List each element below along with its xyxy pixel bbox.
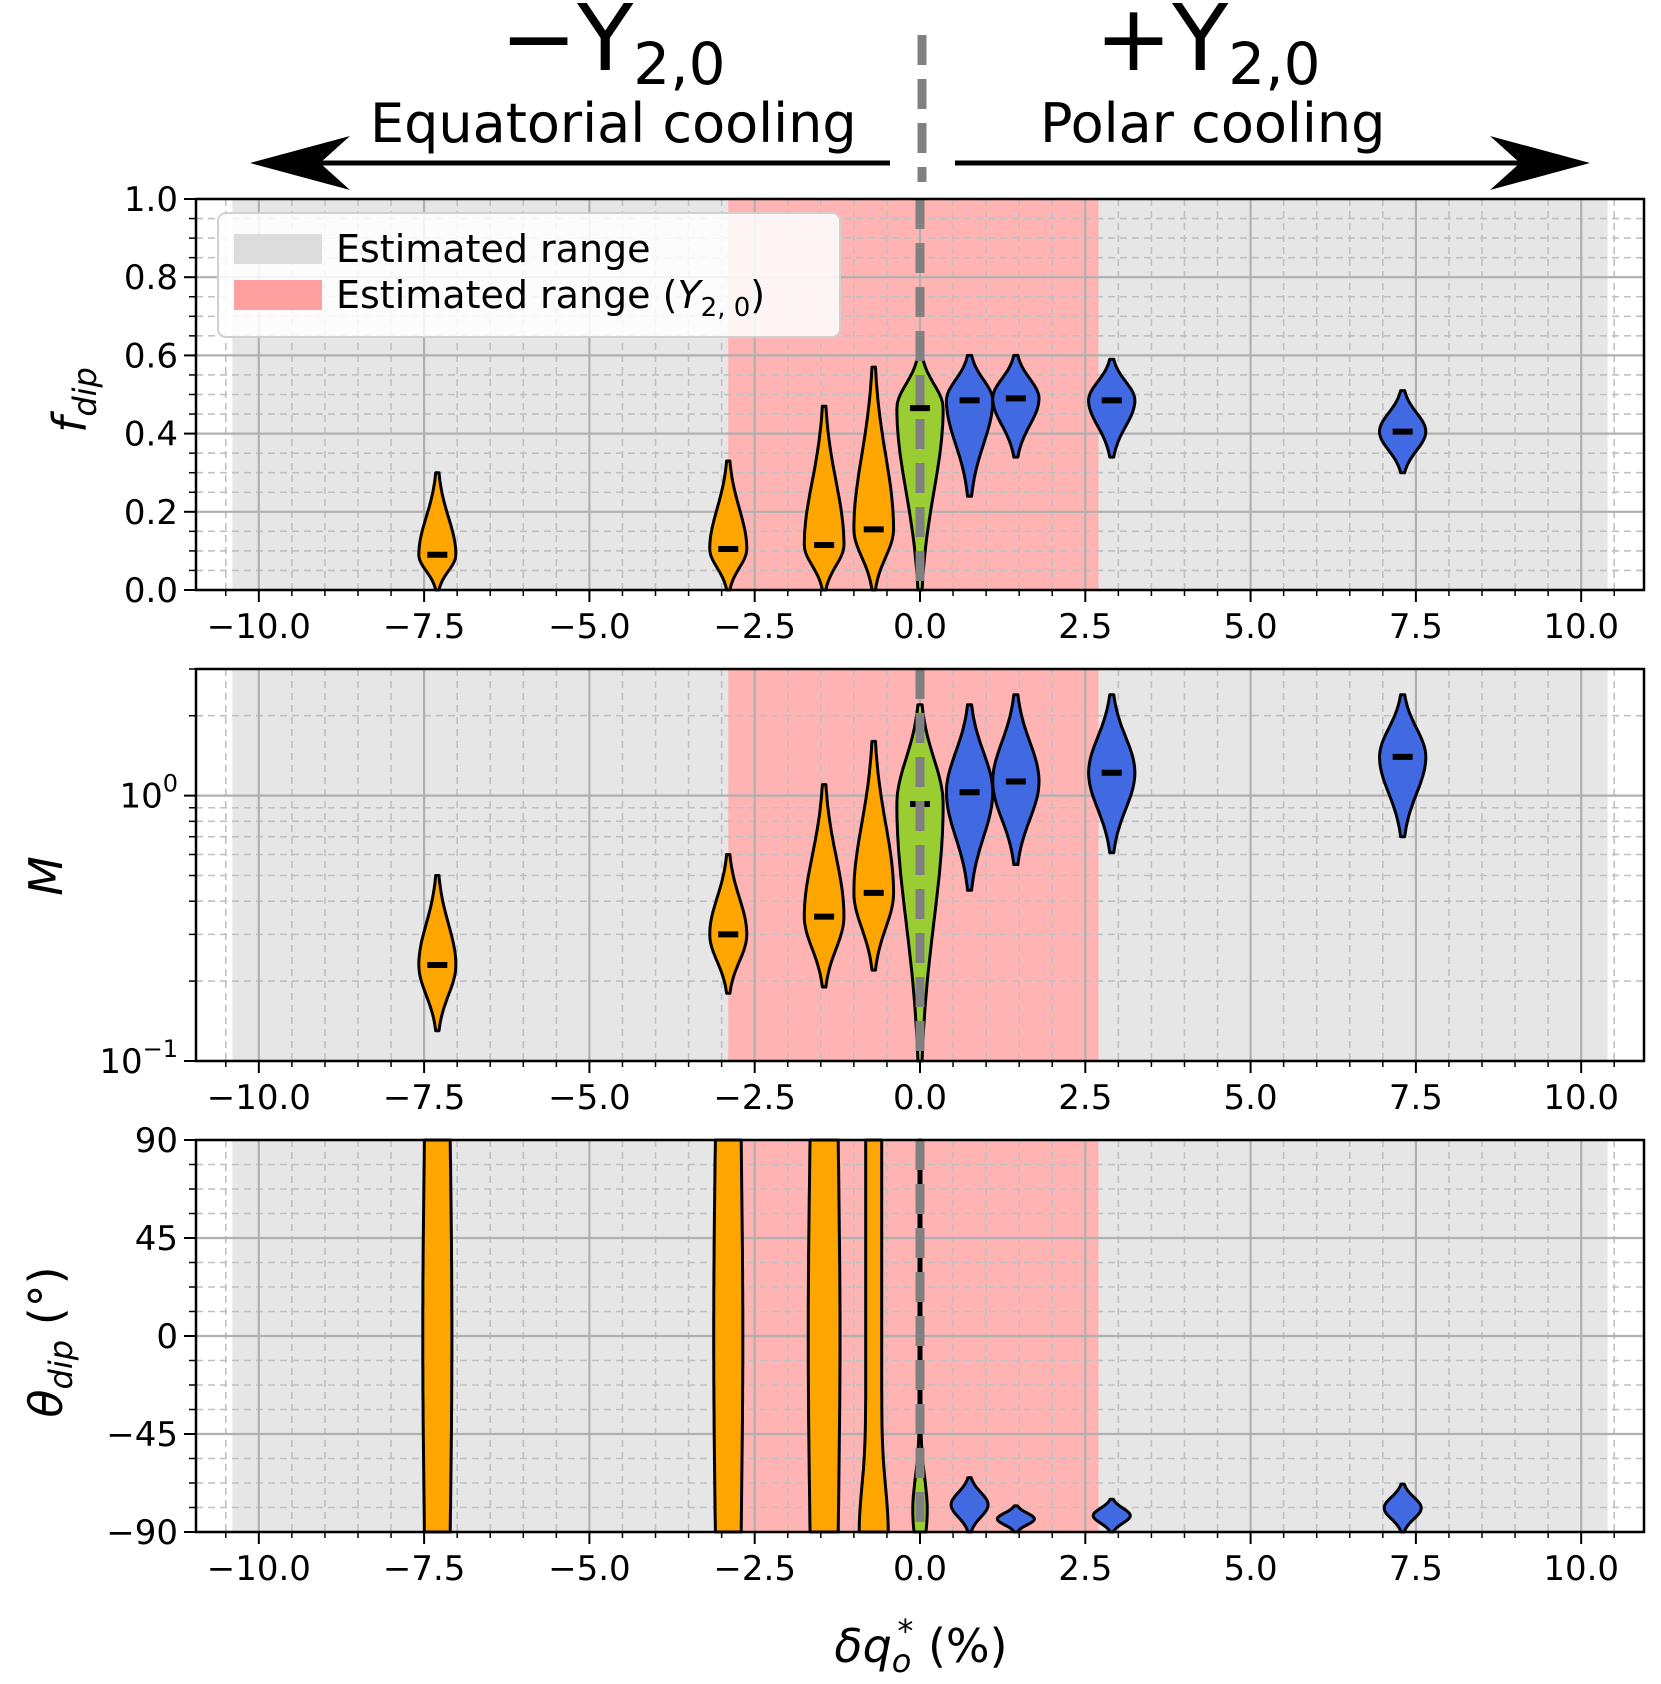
legend-swatch-red bbox=[234, 280, 322, 310]
x-tick-label: 0.0 bbox=[893, 1549, 947, 1589]
polar-cooling-label: Polar cooling bbox=[1040, 92, 1385, 155]
violin bbox=[895, 703, 945, 1063]
y-tick-label: 0.8 bbox=[124, 258, 178, 298]
legend-box bbox=[217, 212, 841, 338]
panel-M: −10.0 −7.5 −5.0 −2.5 0.0 2.5 5.0 7.5 10.0 10−1 100 bbox=[99, 667, 1646, 1118]
x-tick-label: 10.0 bbox=[1543, 1078, 1619, 1118]
y-tick-label: 0.0 bbox=[124, 571, 178, 611]
theta-ylabel: θdip (°) bbox=[19, 1266, 80, 1417]
x-tick-label: −7.5 bbox=[383, 1549, 466, 1589]
x-tick-label: 2.5 bbox=[1058, 607, 1112, 647]
panel-theta-dip: −10.0 −7.5 −5.0 −2.5 0.0 2.5 5.0 7.5 10.0 −90 −45 0… bbox=[106, 1121, 1646, 1589]
violin bbox=[712, 1138, 745, 1534]
legend-label-red: Estimated range (Y2, 0) bbox=[336, 273, 765, 323]
y-tick-label: 10−1 bbox=[99, 1035, 178, 1082]
x-tick-label: −5.0 bbox=[548, 1078, 631, 1118]
y-tick-label: 0.4 bbox=[124, 415, 178, 455]
x-tick-label: 5.0 bbox=[1224, 1549, 1278, 1589]
violin bbox=[708, 853, 749, 995]
violin bbox=[708, 459, 749, 592]
y-tick-label: 100 bbox=[119, 770, 178, 817]
y-tick-label: 0 bbox=[156, 1317, 178, 1357]
x-axis-label: δqo* (%) bbox=[834, 1612, 1007, 1680]
violin bbox=[806, 1138, 842, 1534]
y-tick-label: −45 bbox=[106, 1415, 178, 1455]
x-tick-label: 2.5 bbox=[1058, 1549, 1112, 1589]
x-tick-label: −10.0 bbox=[207, 1549, 311, 1589]
x-tick-label: 7.5 bbox=[1389, 607, 1443, 647]
violin bbox=[417, 471, 458, 592]
left-arrow bbox=[250, 136, 890, 190]
x-tick-label: 5.0 bbox=[1224, 1078, 1278, 1118]
panel-fdip: −10.0 −7.5 −5.0 −2.5 0.0 2.5 5.0 7.5 10.0 0.0 0.2 0… bbox=[124, 180, 1646, 647]
x-tick-label: −2.5 bbox=[713, 1549, 796, 1589]
y-tick-label: 0.6 bbox=[124, 336, 178, 376]
equatorial-cooling-label: Equatorial cooling bbox=[370, 92, 857, 155]
x-tick-label: −7.5 bbox=[383, 1078, 466, 1118]
violin bbox=[802, 783, 846, 989]
violin bbox=[1378, 693, 1428, 839]
violin bbox=[421, 1138, 454, 1534]
header: −Y2,0 +Y2,0 Equatorial cooling Polar coo… bbox=[250, 0, 1590, 190]
x-tick-label: 0.0 bbox=[893, 607, 947, 647]
header-left-title: −Y2,0 bbox=[500, 0, 726, 98]
violin bbox=[995, 1504, 1036, 1534]
x-tick-label: 10.0 bbox=[1543, 1549, 1619, 1589]
violin bbox=[949, 1476, 990, 1534]
x-tick-label: −2.5 bbox=[713, 607, 796, 647]
violin bbox=[852, 739, 896, 972]
right-arrow bbox=[955, 136, 1590, 190]
header-right-title: +Y2,0 bbox=[1095, 0, 1321, 98]
violin bbox=[945, 703, 995, 892]
x-tick-label: −2.5 bbox=[713, 1078, 796, 1118]
y-tick-label: 45 bbox=[135, 1219, 178, 1259]
x-tick-label: −10.0 bbox=[207, 607, 311, 647]
violin bbox=[944, 353, 995, 498]
legend: Estimated range Estimated range (Y2, 0) bbox=[217, 212, 841, 338]
violin bbox=[1382, 1482, 1423, 1534]
M-ylabel: M bbox=[19, 856, 73, 896]
x-tick-label: −10.0 bbox=[207, 1078, 311, 1118]
x-tick-label: −5.0 bbox=[548, 607, 631, 647]
legend-label-gray: Estimated range bbox=[336, 227, 651, 271]
legend-swatch-gray bbox=[234, 234, 322, 264]
y-tick-label: 90 bbox=[135, 1121, 178, 1161]
violin bbox=[1087, 357, 1137, 459]
fdip-ylabel: fdip bbox=[43, 367, 104, 433]
x-tick-label: 7.5 bbox=[1389, 1078, 1443, 1118]
violin bbox=[852, 365, 896, 592]
x-tick-label: 10.0 bbox=[1543, 607, 1619, 647]
violin bbox=[1091, 1497, 1132, 1534]
x-tick-label: −5.0 bbox=[548, 1549, 631, 1589]
y-tick-label: 0.2 bbox=[124, 493, 178, 533]
x-tick-label: 7.5 bbox=[1389, 1549, 1443, 1589]
y-tick-label: 1.0 bbox=[124, 180, 178, 220]
x-tick-label: 5.0 bbox=[1224, 607, 1278, 647]
violin bbox=[417, 874, 458, 1033]
x-tick-label: 2.5 bbox=[1058, 1078, 1112, 1118]
y-tick-label: −90 bbox=[106, 1513, 178, 1553]
x-tick-label: 0.0 bbox=[893, 1078, 947, 1118]
x-tick-label: −7.5 bbox=[383, 607, 466, 647]
violin bbox=[991, 353, 1041, 459]
